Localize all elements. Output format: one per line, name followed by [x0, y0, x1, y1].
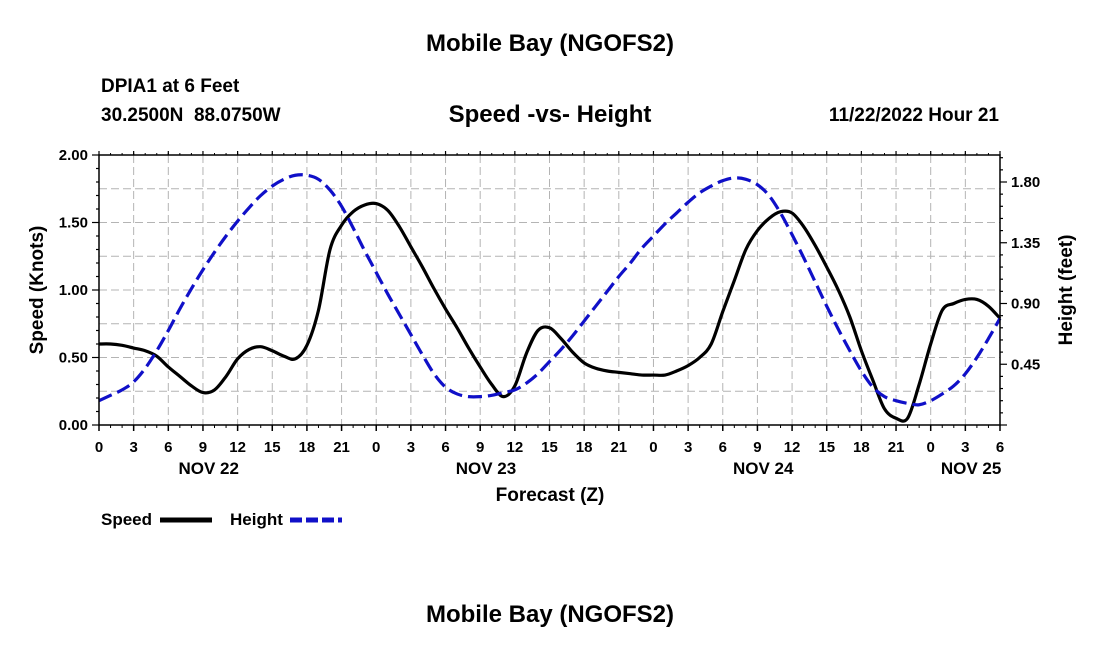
x-tick-label: 0 — [372, 439, 380, 456]
axis-ticks — [92, 151, 1007, 431]
x-tick-label: 9 — [476, 439, 484, 456]
x-tick-label: 6 — [164, 439, 172, 456]
legend-speed-label: Speed — [101, 510, 153, 529]
day-label: NOV 22 — [178, 459, 238, 478]
page-title: Mobile Bay (NGOFS2) — [425, 30, 675, 57]
x-tick-label: 12 — [507, 439, 524, 456]
x-tick-label: 12 — [229, 439, 246, 456]
series-line-speed — [98, 201, 1002, 423]
y2-tick-label: 1.35 — [1011, 235, 1040, 252]
x-tick-label: 21 — [610, 439, 627, 456]
x-tick-label: 15 — [264, 439, 281, 456]
day-label: NOV 24 — [733, 459, 794, 478]
chart-grid — [99, 155, 1000, 425]
station-label: DPIA1 at 6 Feet — [101, 76, 240, 97]
y2-tick-label: 0.45 — [1011, 356, 1040, 373]
series-line-height — [98, 173, 1002, 407]
x-tick-label: 0 — [927, 439, 935, 456]
day-label: NOV 25 — [941, 459, 1001, 478]
series-layer — [98, 173, 1002, 423]
y-tick-label: 2.00 — [59, 147, 88, 164]
y2-tick-label: 0.90 — [1011, 296, 1040, 313]
x-tick-label: 0 — [95, 439, 103, 456]
x-tick-label: 6 — [441, 439, 449, 456]
x-tick-label: 15 — [818, 439, 835, 456]
y-tick-label: 0.00 — [59, 417, 88, 434]
x-tick-label: 18 — [853, 439, 870, 456]
day-label: NOV 23 — [456, 459, 516, 478]
x-tick-label: 9 — [753, 439, 761, 456]
x-tick-label: 18 — [299, 439, 316, 456]
y2-axis-title: Height (feet) — [1056, 235, 1077, 346]
x-tick-label: 21 — [888, 439, 905, 456]
x-tick-label: 9 — [199, 439, 207, 456]
x-tick-label: 3 — [129, 439, 137, 456]
x-tick-label: 6 — [719, 439, 727, 456]
x-tick-label: 3 — [407, 439, 415, 456]
x-tick-label: 15 — [541, 439, 558, 456]
x-tick-label: 3 — [684, 439, 692, 456]
x-tick-label: 18 — [576, 439, 593, 456]
axis-labels: 0 3 6 9 12 15 18 21 0 3 6 9 12 15 18 21 0 3 6 9 12 15 18 21 0 3 6N… — [59, 147, 1040, 478]
y-tick-label: 1.50 — [59, 215, 88, 232]
legend-height-label: Height — [230, 510, 283, 529]
chart-subtitle: Speed -vs- Height — [448, 101, 652, 128]
x-axis-title: Forecast (Z) — [496, 485, 605, 506]
x-tick-label: 12 — [784, 439, 801, 456]
y2-tick-label: 1.80 — [1011, 174, 1040, 191]
y-axis-title: Speed (Knots) — [27, 226, 48, 355]
y-tick-label: 1.00 — [59, 282, 88, 299]
x-tick-label: 0 — [649, 439, 657, 456]
station-coordinates: 30.2500N 88.0750W — [101, 105, 281, 126]
x-tick-label: 6 — [996, 439, 1004, 456]
x-tick-label: 3 — [961, 439, 969, 456]
footer-title: Mobile Bay (NGOFS2) — [425, 601, 675, 628]
x-tick-label: 21 — [333, 439, 350, 456]
forecast-datetime: 11/22/2022 Hour 21 — [828, 105, 999, 126]
y-tick-label: 0.50 — [59, 350, 88, 367]
